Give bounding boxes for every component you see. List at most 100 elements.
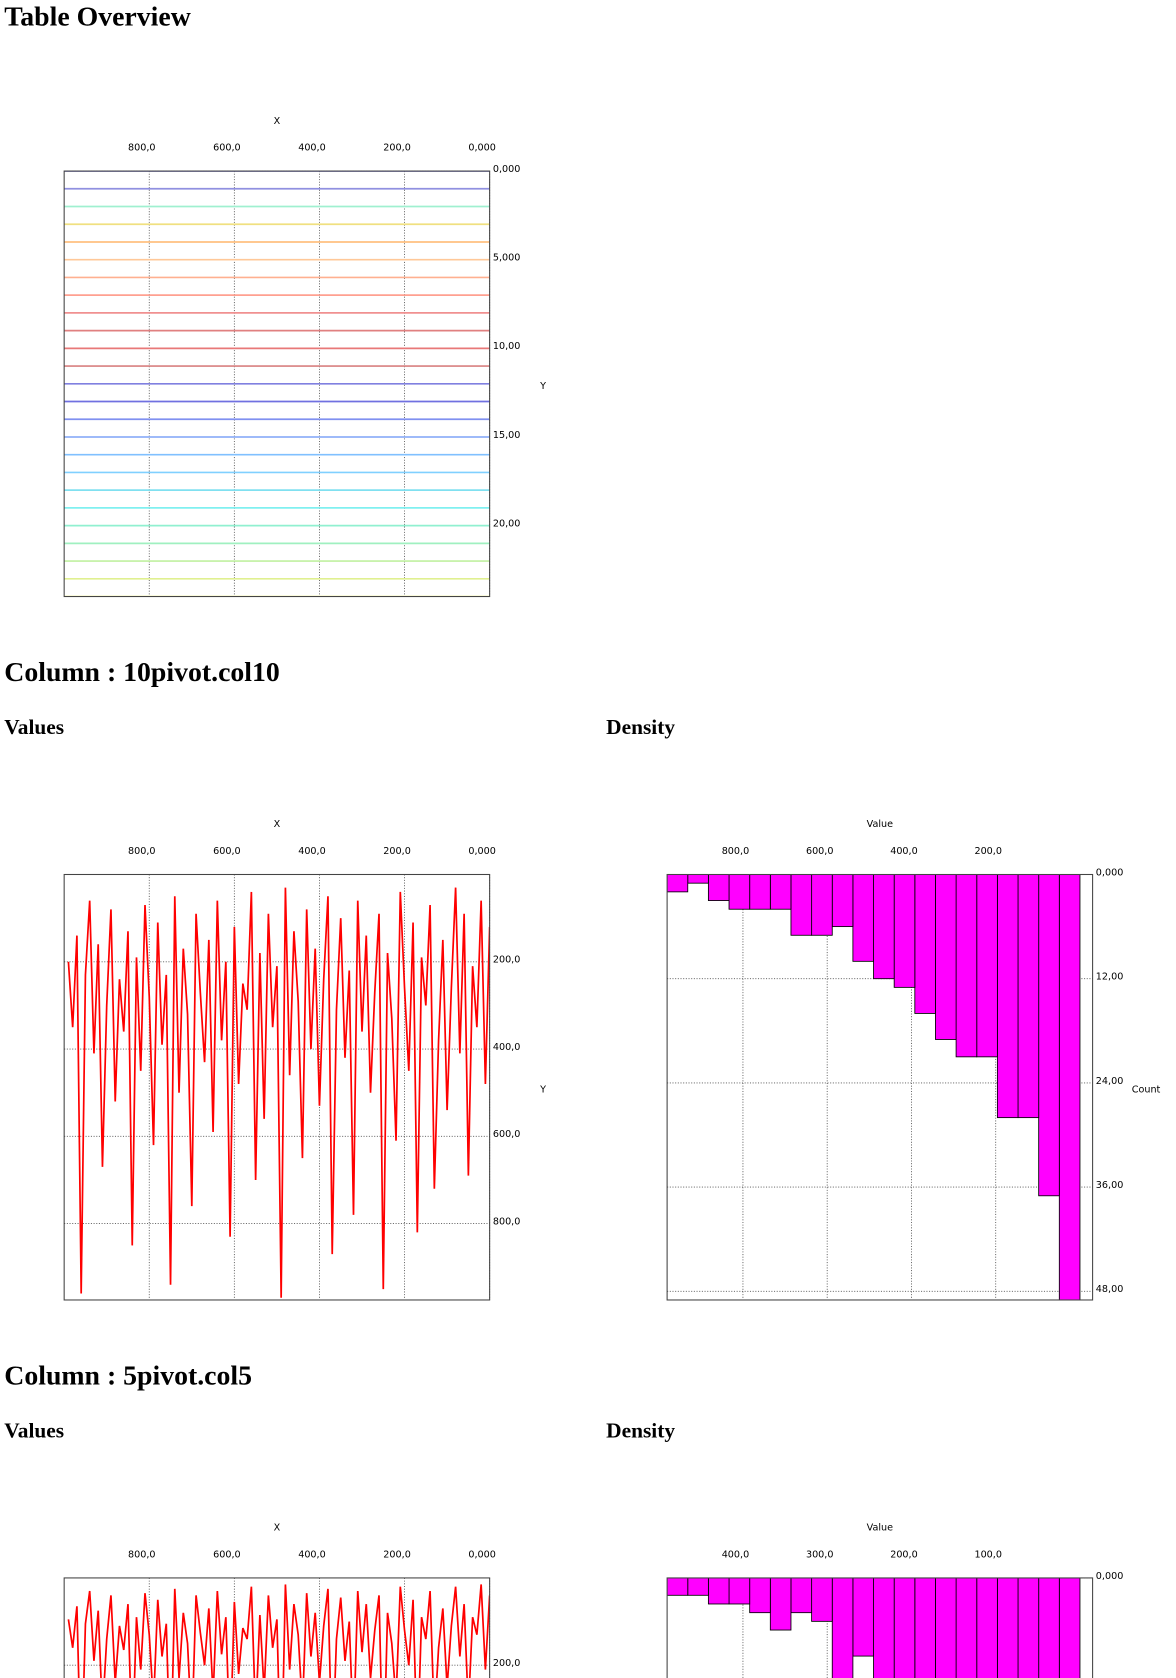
column-heading: Column : 10pivot.col10 <box>4 657 280 688</box>
x-tick-label: 200,0 <box>383 1549 411 1560</box>
y-tick-label: 200,0 <box>493 1658 521 1669</box>
x-axis-label: X <box>274 819 281 830</box>
x-tick-label: 400,0 <box>890 846 918 857</box>
chart: 800,0 600,0 400,0 200,0 0,000 X 200,0 <box>63 1523 521 1678</box>
x-tick-label: 200,0 <box>890 1549 918 1560</box>
histogram-bar <box>749 874 771 910</box>
y-tick-label: 0,000 <box>1096 1571 1124 1582</box>
y-tick-label: 24,00 <box>1096 1076 1124 1087</box>
x-tick-label: 0,000 <box>468 846 496 857</box>
x-tick-label: 400,0 <box>722 1549 750 1560</box>
histogram-bar <box>976 874 998 1058</box>
histogram-bar <box>707 874 730 901</box>
y-tick-label: 5,000 <box>493 253 521 264</box>
plot-frame <box>63 873 491 1301</box>
y-tick-label: 20,00 <box>493 518 521 529</box>
histogram-bar <box>811 874 833 936</box>
x-tick-label: 800,0 <box>722 846 750 857</box>
x-tick-label: 200,0 <box>383 143 411 154</box>
chart: 800,0 600,0 400,0 200,0 Value Count 0,000 12,00… <box>666 819 1161 1301</box>
histogram-bar <box>728 1577 751 1605</box>
histogram-bar <box>769 1577 792 1631</box>
section-label: Values <box>4 1418 64 1442</box>
y-axis-label: Y <box>539 381 546 392</box>
histogram-bar <box>831 1577 854 1678</box>
data-line <box>67 1584 490 1678</box>
y-tick-label: 600,0 <box>493 1129 521 1140</box>
histogram-bar <box>811 1577 833 1622</box>
histogram-bar <box>914 1577 936 1678</box>
histogram-bar <box>852 1577 874 1657</box>
histogram-bar <box>1058 1577 1081 1678</box>
plot-data <box>67 887 490 1298</box>
x-axis-label: Value <box>867 1523 893 1534</box>
histogram-bar <box>976 1577 998 1678</box>
x-tick-label: 400,0 <box>298 143 326 154</box>
y-tick-label: 0,000 <box>493 164 521 175</box>
y-tick-label: 800,0 <box>493 1216 521 1227</box>
section-label: Values <box>4 715 64 739</box>
plot-frame <box>63 1577 491 1678</box>
chart: 400,0 300,0 200,0 100,0 Value 0,000 <box>666 1523 1124 1678</box>
column-heading: Column : 5pivot.col5 <box>4 1360 252 1391</box>
histogram-bar <box>790 874 813 936</box>
histogram-bar <box>893 874 916 988</box>
y-tick-label: 15,00 <box>493 430 521 441</box>
histogram-bar <box>1038 1577 1060 1678</box>
x-tick-label: 600,0 <box>806 846 834 857</box>
histogram-bar <box>667 874 689 893</box>
y-tick-label: 36,00 <box>1096 1180 1124 1191</box>
x-tick-label: 300,0 <box>806 1549 834 1560</box>
histogram-bar <box>1017 1577 1040 1678</box>
x-tick-label: 600,0 <box>213 1549 241 1560</box>
y-tick-label: 400,0 <box>493 1042 521 1053</box>
histogram-bar <box>893 1577 916 1678</box>
histogram-bar <box>687 1577 709 1596</box>
chart: 800,0 600,0 400,0 200,0 0,000 X Y 0,000 5,000 10,… <box>63 116 546 598</box>
histogram-bar <box>852 874 874 962</box>
histogram-bar <box>1038 874 1060 1197</box>
y-axis-label: Count <box>1132 1084 1161 1095</box>
x-tick-label: 200,0 <box>383 846 411 857</box>
plot-frame <box>666 873 1094 1301</box>
x-axis-label: X <box>274 1523 281 1534</box>
histogram-bar <box>707 1577 730 1605</box>
section-label: Density <box>606 715 675 739</box>
histogram-bar <box>769 874 792 910</box>
histogram-bar <box>935 1577 957 1678</box>
histogram-bar <box>935 874 957 1040</box>
histogram-bar <box>790 1577 813 1614</box>
plot-data <box>667 874 1081 1300</box>
data-line <box>67 887 490 1298</box>
histogram-bar <box>1058 874 1081 1300</box>
histogram-bar <box>873 1577 895 1678</box>
histogram-bar <box>873 874 895 980</box>
histogram-bar <box>667 1577 689 1596</box>
x-tick-label: 600,0 <box>213 143 241 154</box>
histogram-bar <box>1017 874 1040 1119</box>
x-axis-label: X <box>274 116 281 127</box>
x-tick-label: 800,0 <box>128 1549 156 1560</box>
y-tick-label: 10,00 <box>493 341 521 352</box>
histogram-bar <box>996 874 1019 1119</box>
plot-frame <box>63 170 491 598</box>
plot-frame <box>666 1577 1094 1678</box>
plot-data <box>667 1577 1081 1678</box>
x-tick-label: 800,0 <box>128 846 156 857</box>
histogram-bar <box>996 1577 1019 1678</box>
y-tick-label: 12,00 <box>1096 972 1124 983</box>
y-tick-label: 200,0 <box>493 955 521 966</box>
x-tick-label: 400,0 <box>298 846 326 857</box>
x-tick-label: 600,0 <box>213 846 241 857</box>
plot-data <box>64 171 490 597</box>
x-tick-label: 200,0 <box>974 846 1002 857</box>
x-tick-label: 0,000 <box>468 1549 496 1560</box>
x-axis-label: Value <box>867 819 893 830</box>
section-label: Density <box>606 1418 675 1442</box>
histogram-bar <box>955 1577 978 1678</box>
y-tick-label: 0,000 <box>1096 867 1124 878</box>
histogram-bar <box>955 874 978 1058</box>
plot-data <box>67 1584 490 1678</box>
